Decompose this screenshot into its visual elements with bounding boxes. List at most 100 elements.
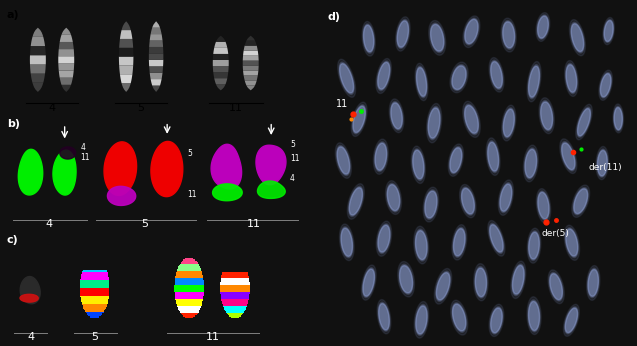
- Polygon shape: [220, 292, 250, 293]
- Polygon shape: [341, 227, 353, 258]
- Polygon shape: [465, 19, 478, 44]
- Text: 4: 4: [80, 143, 85, 152]
- Polygon shape: [175, 279, 203, 280]
- Polygon shape: [32, 83, 43, 92]
- Polygon shape: [513, 265, 524, 294]
- Polygon shape: [220, 286, 250, 287]
- Polygon shape: [425, 191, 437, 218]
- Polygon shape: [85, 264, 104, 265]
- Polygon shape: [221, 299, 248, 300]
- Polygon shape: [152, 85, 160, 92]
- Polygon shape: [377, 61, 390, 91]
- Polygon shape: [566, 229, 578, 256]
- Polygon shape: [387, 183, 400, 212]
- Polygon shape: [564, 307, 578, 334]
- Polygon shape: [562, 143, 575, 170]
- Polygon shape: [338, 59, 355, 97]
- Polygon shape: [150, 73, 162, 79]
- Polygon shape: [220, 282, 250, 283]
- Polygon shape: [587, 268, 599, 298]
- Polygon shape: [527, 62, 541, 102]
- Polygon shape: [213, 60, 229, 66]
- Polygon shape: [243, 56, 259, 61]
- Polygon shape: [399, 266, 413, 293]
- Polygon shape: [58, 56, 75, 63]
- Polygon shape: [389, 99, 404, 133]
- Polygon shape: [87, 260, 102, 262]
- Polygon shape: [560, 139, 577, 173]
- Polygon shape: [84, 309, 105, 310]
- Polygon shape: [536, 13, 550, 42]
- Text: 11: 11: [206, 332, 220, 342]
- Polygon shape: [120, 30, 132, 39]
- Polygon shape: [351, 102, 367, 136]
- Polygon shape: [450, 62, 468, 93]
- Polygon shape: [243, 51, 259, 56]
- Polygon shape: [87, 313, 103, 315]
- Polygon shape: [352, 105, 366, 134]
- Polygon shape: [151, 142, 183, 197]
- Polygon shape: [587, 266, 600, 300]
- Polygon shape: [601, 74, 611, 97]
- Polygon shape: [185, 258, 193, 260]
- Polygon shape: [487, 141, 499, 173]
- Text: c): c): [7, 235, 18, 245]
- Polygon shape: [453, 304, 466, 331]
- Text: der(11): der(11): [589, 163, 622, 172]
- Polygon shape: [122, 83, 131, 92]
- Polygon shape: [229, 260, 241, 261]
- Polygon shape: [490, 225, 503, 252]
- Polygon shape: [452, 303, 466, 332]
- Polygon shape: [176, 273, 203, 275]
- Polygon shape: [222, 272, 248, 273]
- Polygon shape: [176, 300, 203, 301]
- Polygon shape: [213, 48, 228, 54]
- Polygon shape: [415, 304, 427, 335]
- Polygon shape: [257, 181, 285, 198]
- Polygon shape: [385, 181, 401, 215]
- Polygon shape: [83, 306, 106, 307]
- Polygon shape: [528, 231, 540, 261]
- Polygon shape: [527, 228, 541, 263]
- Polygon shape: [175, 284, 204, 286]
- Polygon shape: [220, 283, 250, 284]
- Polygon shape: [83, 267, 106, 268]
- Polygon shape: [83, 269, 106, 271]
- Polygon shape: [92, 257, 97, 258]
- Polygon shape: [454, 229, 465, 256]
- Polygon shape: [223, 306, 247, 307]
- Polygon shape: [613, 104, 624, 133]
- Polygon shape: [247, 85, 255, 90]
- Polygon shape: [571, 24, 583, 52]
- Polygon shape: [222, 301, 248, 303]
- Polygon shape: [256, 145, 286, 185]
- Polygon shape: [431, 25, 444, 51]
- Polygon shape: [175, 280, 204, 282]
- Polygon shape: [501, 18, 516, 52]
- Polygon shape: [415, 229, 427, 261]
- Polygon shape: [83, 267, 106, 269]
- Polygon shape: [30, 64, 46, 74]
- Polygon shape: [80, 283, 110, 285]
- Polygon shape: [83, 307, 106, 309]
- Polygon shape: [424, 190, 438, 219]
- Polygon shape: [486, 138, 500, 175]
- Polygon shape: [222, 271, 248, 272]
- Polygon shape: [363, 269, 375, 296]
- Polygon shape: [175, 294, 204, 296]
- Polygon shape: [216, 36, 225, 42]
- Polygon shape: [222, 275, 248, 276]
- Polygon shape: [224, 267, 246, 268]
- Polygon shape: [436, 271, 450, 301]
- Polygon shape: [18, 149, 43, 195]
- Polygon shape: [80, 282, 109, 283]
- Polygon shape: [108, 186, 136, 206]
- Polygon shape: [150, 34, 162, 40]
- Polygon shape: [183, 260, 195, 261]
- Polygon shape: [175, 277, 203, 279]
- Text: b): b): [7, 119, 20, 129]
- Polygon shape: [335, 143, 352, 178]
- Polygon shape: [450, 146, 462, 174]
- Polygon shape: [414, 301, 429, 338]
- Polygon shape: [528, 65, 540, 99]
